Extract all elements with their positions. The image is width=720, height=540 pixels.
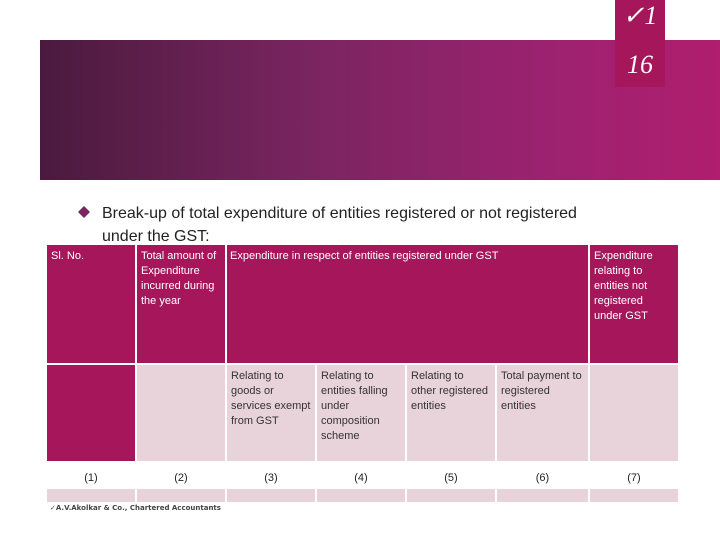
subheader-empty-7 xyxy=(590,365,678,461)
col-number-5: (5) xyxy=(444,472,458,484)
header-sl-no: Sl. No. xyxy=(47,245,135,363)
subheader-other-registered: Relating to other registered entities xyxy=(407,365,495,461)
bottom-strip-1 xyxy=(47,489,135,502)
bottom-strip-6 xyxy=(497,489,588,502)
bottom-strip-3 xyxy=(227,489,315,502)
footer-firm-name: ✓A.V.Akolkar & Co., Chartered Accountant… xyxy=(50,504,221,512)
bottom-strip-4 xyxy=(317,489,405,502)
bottom-strip-7 xyxy=(590,489,678,502)
title-banner xyxy=(40,40,720,180)
subheader-exempt: Relating to goods or services exempt fro… xyxy=(227,365,315,461)
subheader-composition: Relating to entities falling under compo… xyxy=(317,365,405,461)
col-number-2: (2) xyxy=(174,472,188,484)
diamond-bullet-icon xyxy=(78,206,90,218)
subheader-empty-2 xyxy=(137,365,225,461)
subheader-total-payment: Total payment to registered entities xyxy=(497,365,588,461)
slide-check-mark: ✓1 xyxy=(622,1,658,30)
bottom-strip-2 xyxy=(137,489,225,502)
bullet-text: Break-up of total expenditure of entitie… xyxy=(102,205,577,245)
col-number-4: (4) xyxy=(354,472,368,484)
header-not-registered: Expenditure relating to entities not reg… xyxy=(590,245,678,363)
col-number-7: (7) xyxy=(627,472,641,484)
expenditure-table: Sl. No. Total amount of Expenditure incu… xyxy=(47,245,678,502)
header-registered-group: Expenditure in respect of entities regis… xyxy=(227,245,588,363)
slide-page-number: 16 xyxy=(627,50,653,80)
col-number-1: (1) xyxy=(84,472,98,484)
bottom-strip-5 xyxy=(407,489,495,502)
col-number-6: (6) xyxy=(535,472,550,484)
subheader-empty-1 xyxy=(47,365,135,461)
slide-number-badge: ✓1 16 xyxy=(615,0,665,87)
header-total-amount: Total amount of Expenditure incurred dur… xyxy=(137,245,225,363)
col-number-3: (3) xyxy=(264,472,278,484)
